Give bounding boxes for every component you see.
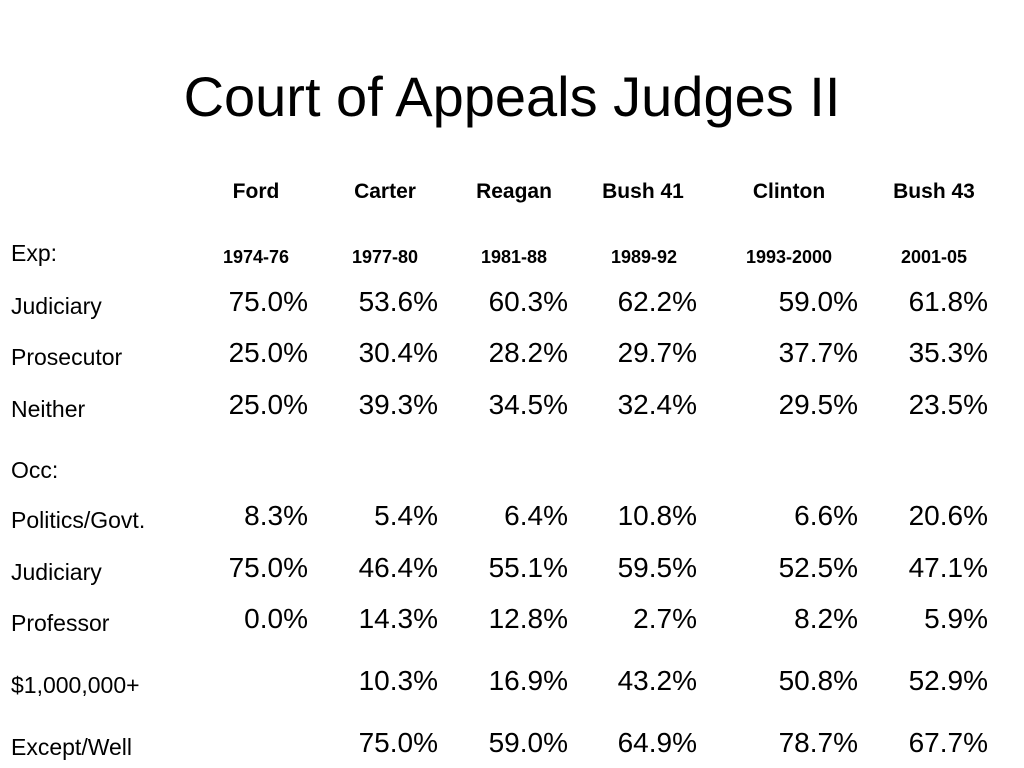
table-cell: 35.3% — [908, 337, 988, 368]
table-cell: 39.3% — [358, 389, 438, 420]
table-cell: 53.6% — [358, 286, 438, 317]
table-cell: 8.2% — [794, 603, 858, 634]
table-cell: 60.3% — [488, 286, 568, 317]
row-label: Except/Well — [11, 734, 133, 760]
table-cell: 75.0% — [358, 727, 438, 758]
table-cell: 16.9% — [488, 665, 568, 696]
column-years: 1981-88 — [480, 247, 548, 267]
table-cell: 59.0% — [778, 286, 858, 317]
table-cell: 59.0% — [488, 727, 568, 758]
table-cell: 29.5% — [778, 389, 858, 420]
table-cell: 55.1% — [488, 552, 568, 583]
row-label: Prosecutor — [11, 344, 123, 370]
table-cell: 25.0% — [228, 337, 308, 368]
table-cell: 62.2% — [617, 286, 697, 317]
table-cell: 20.6% — [908, 500, 988, 531]
row-label: Judiciary — [11, 559, 102, 585]
table-cell: 59.5% — [617, 552, 697, 583]
column-header: Bush 43 — [893, 180, 975, 203]
column-header: Bush 41 — [602, 180, 684, 203]
table-cell: 64.9% — [617, 727, 697, 758]
column-years: 1977-80 — [351, 247, 419, 267]
table-cell: 34.5% — [488, 389, 568, 420]
table-cell: 52.5% — [778, 552, 858, 583]
table-cell: 78.7% — [778, 727, 858, 758]
table-cell: 46.4% — [358, 552, 438, 583]
table-cell: 75.0% — [228, 286, 308, 317]
table-cell: 6.4% — [504, 500, 568, 531]
table-cell: 67.7% — [908, 727, 988, 758]
table-cell: 12.8% — [488, 603, 568, 634]
slide-title: Court of Appeals Judges II — [183, 65, 841, 128]
row-label: Professor — [11, 610, 110, 636]
column-header: Clinton — [752, 180, 826, 203]
table-cell: 0.0% — [244, 603, 308, 634]
table-cell: 30.4% — [358, 337, 438, 368]
section-label-exp: Exp: — [11, 240, 58, 266]
table-cell: 61.8% — [908, 286, 988, 317]
table-cell: 50.8% — [778, 665, 858, 696]
section-label-occ: Occ: — [11, 457, 59, 483]
table-cell: 5.4% — [374, 500, 438, 531]
table-cell: 25.0% — [228, 389, 308, 420]
table-cell: 75.0% — [228, 552, 308, 583]
table-cell: 2.7% — [633, 603, 697, 634]
table-cell: 5.9% — [924, 603, 988, 634]
row-label: Judiciary — [11, 293, 102, 319]
row-label: Neither — [11, 396, 86, 422]
table-cell: 23.5% — [908, 389, 988, 420]
table-cell: 10.3% — [358, 665, 438, 696]
table-cell: 32.4% — [617, 389, 697, 420]
table-cell: 29.7% — [617, 337, 697, 368]
table-cell: 28.2% — [488, 337, 568, 368]
table-cell: 43.2% — [617, 665, 697, 696]
row-label: $1,000,000+ — [11, 672, 140, 698]
column-years: 1974-76 — [222, 247, 290, 267]
column-header: Carter — [354, 180, 416, 203]
table-cell: 37.7% — [778, 337, 858, 368]
column-years: 2001-05 — [900, 247, 968, 267]
column-header: Reagan — [476, 180, 552, 203]
table-cell: 8.3% — [244, 500, 308, 531]
table-cell: 10.8% — [617, 500, 697, 531]
table-cell: 6.6% — [794, 500, 858, 531]
table-cell: 52.9% — [908, 665, 988, 696]
row-label: Politics/Govt. — [11, 507, 146, 533]
table-cell: 47.1% — [908, 552, 988, 583]
table-cell: 14.3% — [358, 603, 438, 634]
column-years: 1993-2000 — [745, 247, 833, 267]
column-years: 1989-92 — [610, 247, 678, 267]
column-header: Ford — [232, 180, 280, 203]
